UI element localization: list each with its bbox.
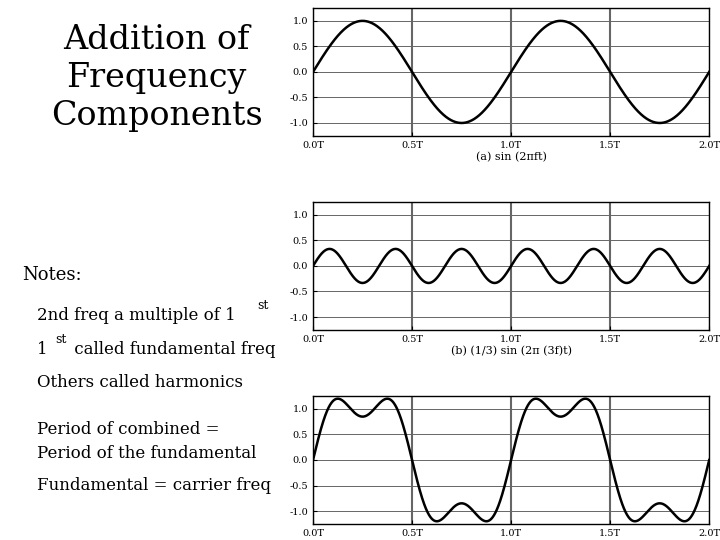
Text: st: st (55, 333, 67, 346)
Text: called fundamental freq: called fundamental freq (69, 341, 276, 357)
Text: 1: 1 (37, 341, 48, 357)
Text: Others called harmonics: Others called harmonics (37, 374, 243, 392)
X-axis label: (b) (1/3) sin (2π (3f)t): (b) (1/3) sin (2π (3f)t) (451, 347, 572, 357)
Text: Period of combined =
Period of the fundamental: Period of combined = Period of the funda… (37, 421, 256, 462)
X-axis label: (a) sin (2πft): (a) sin (2πft) (476, 152, 546, 163)
Text: Notes:: Notes: (22, 266, 82, 284)
Text: Fundamental = carrier freq: Fundamental = carrier freq (37, 477, 271, 495)
Text: 2nd freq a multiple of 1: 2nd freq a multiple of 1 (37, 307, 236, 324)
Text: st: st (257, 300, 268, 313)
Text: Addition of
Frequency
Components: Addition of Frequency Components (51, 24, 263, 132)
